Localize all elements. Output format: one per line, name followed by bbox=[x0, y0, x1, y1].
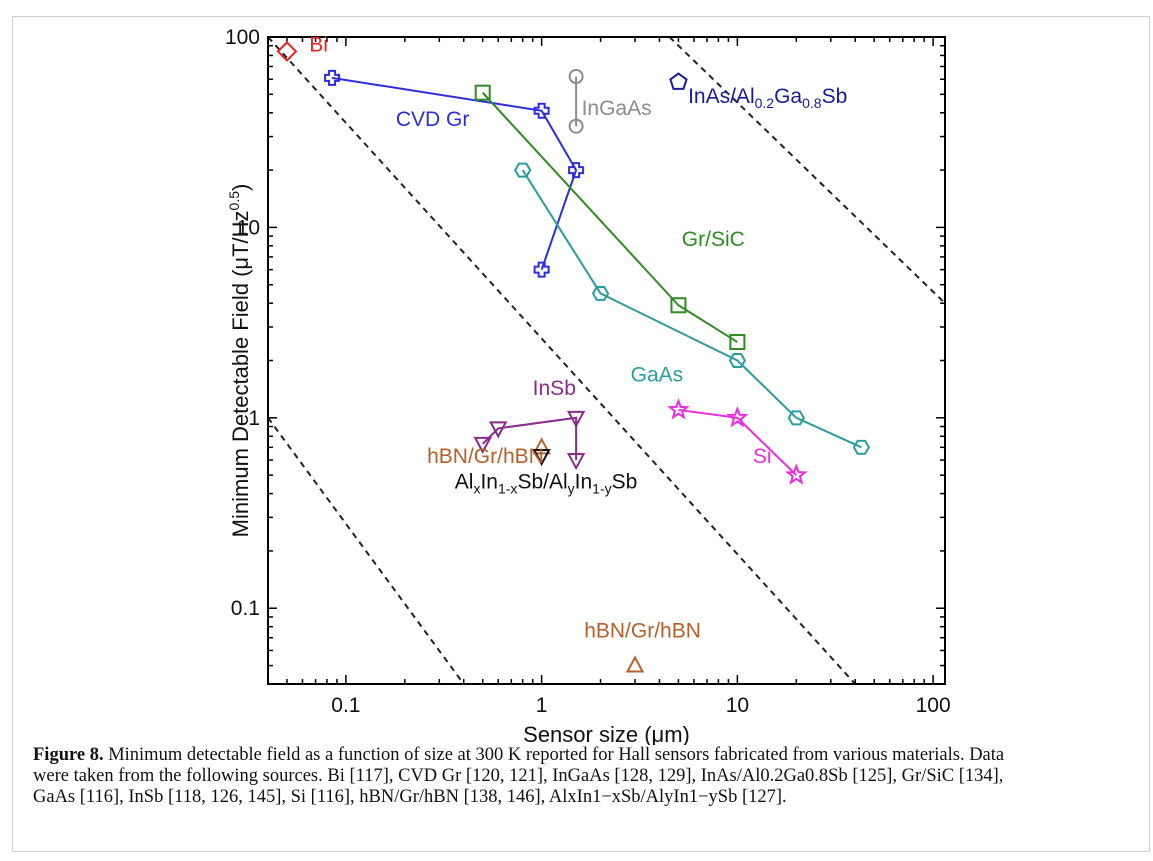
series-line-cvd-gr bbox=[331, 76, 578, 270]
series-inas-al0-2ga0-8sb bbox=[669, 72, 688, 90]
reference-line-2 bbox=[268, 37, 856, 684]
data-point-insb bbox=[489, 421, 508, 439]
x-tick-label: 0.1 bbox=[331, 694, 360, 717]
data-point-ingaas bbox=[568, 118, 584, 134]
data-point-cvd-gr bbox=[568, 162, 585, 179]
annotation-ingaas: InGaAs bbox=[582, 97, 652, 120]
y-tick-label: 10 bbox=[237, 216, 260, 239]
annotation-insb: InSb bbox=[533, 377, 576, 400]
reference-line-3 bbox=[668, 37, 945, 304]
data-point-hbn-gr-hbn bbox=[532, 437, 551, 455]
annotation-gaas: GaAs bbox=[631, 364, 684, 387]
series-si bbox=[667, 398, 808, 485]
data-point-si bbox=[726, 405, 749, 428]
y-tick-label: 1 bbox=[248, 407, 260, 430]
series-hbn-gr-hbn bbox=[532, 437, 645, 673]
data-point-gr-sic bbox=[474, 84, 491, 101]
series-ingaas bbox=[568, 69, 584, 134]
data-point-gr-sic bbox=[729, 334, 746, 351]
data-point-gaas bbox=[514, 162, 532, 178]
data-point-si bbox=[667, 398, 690, 420]
data-point-insb bbox=[473, 436, 492, 454]
data-point-gaas bbox=[591, 285, 610, 301]
series-gr-sic bbox=[474, 84, 746, 351]
y-tick-label: 0.1 bbox=[231, 597, 260, 620]
data-point-insb bbox=[566, 453, 586, 471]
figure-frame bbox=[12, 16, 1150, 852]
plot-layer bbox=[268, 37, 945, 684]
y-axis-label: Minimum Detectable Field (μT/Hz0.5) bbox=[226, 184, 253, 538]
annotation-hbn2: hBN/Gr/hBN bbox=[584, 620, 701, 643]
series-line-si bbox=[678, 408, 797, 476]
data-point-inas-al0-2ga0-8sb bbox=[669, 72, 688, 90]
series-line-gr-sic bbox=[481, 92, 738, 343]
caption-line-3: GaAs [116], InSb [118, 126, 145], Si [11… bbox=[33, 787, 787, 807]
data-point-ingaas bbox=[568, 69, 584, 85]
series-line-gaas bbox=[521, 169, 862, 449]
data-point-hbn-gr-hbn bbox=[625, 655, 645, 673]
data-point-alxin1-xsb-alyin1-ysb bbox=[532, 449, 551, 467]
x-axis-label: Sensor size (μm) bbox=[523, 722, 690, 745]
data-point-cvd-gr bbox=[324, 69, 341, 86]
annotation-bi: Bi bbox=[309, 33, 328, 56]
annotation-hbn1: hBN/Gr/hBN bbox=[427, 445, 544, 468]
data-point-gaas bbox=[787, 410, 805, 426]
y-tick-label: 100 bbox=[225, 26, 260, 49]
caption-line-1: Minimum detectable field as a function o… bbox=[103, 745, 1005, 765]
data-point-insb bbox=[566, 410, 586, 428]
data-point-gaas bbox=[852, 439, 871, 455]
series-cvd-gr bbox=[324, 69, 585, 278]
series-line-insb bbox=[482, 416, 578, 461]
series-alxin1-xsb-alyin1-ysb bbox=[532, 449, 551, 467]
axis-ticks bbox=[267, 36, 945, 685]
figure-caption: Figure 8. Minimum detectable field as a … bbox=[33, 745, 1133, 808]
data-point-si bbox=[785, 463, 808, 485]
reference-line-1 bbox=[268, 417, 465, 684]
caption-line-2: were taken from the following sources. B… bbox=[33, 766, 1004, 786]
data-point-bi bbox=[276, 41, 298, 62]
data-point-cvd-gr bbox=[533, 261, 550, 278]
annotation-si: Si bbox=[753, 445, 772, 468]
x-tick-label: 10 bbox=[726, 694, 749, 717]
data-point-gaas bbox=[728, 353, 747, 368]
annotation-alin: AlxIn1-xSb/AlyIn1-ySb bbox=[455, 471, 638, 497]
series-gaas bbox=[514, 162, 871, 455]
annotation-cvd: CVD Gr bbox=[396, 108, 470, 131]
annotation-grsic: Gr/SiC bbox=[682, 228, 745, 251]
x-tick-label: 1 bbox=[536, 694, 548, 717]
series-bi bbox=[276, 41, 298, 62]
data-point-cvd-gr bbox=[533, 102, 550, 119]
annotation-inas: InAs/Al0.2Ga0.8Sb bbox=[688, 85, 847, 111]
chart: 0.1 1 10 100 0.1 1 10 100 Sensor size (μm) Minimu… bbox=[225, 26, 951, 745]
caption-label: Figure 8. bbox=[33, 745, 104, 765]
plot-area-border bbox=[267, 36, 946, 685]
series-insb bbox=[473, 410, 586, 471]
data-point-gr-sic bbox=[670, 297, 687, 314]
x-tick-label: 100 bbox=[916, 694, 951, 717]
